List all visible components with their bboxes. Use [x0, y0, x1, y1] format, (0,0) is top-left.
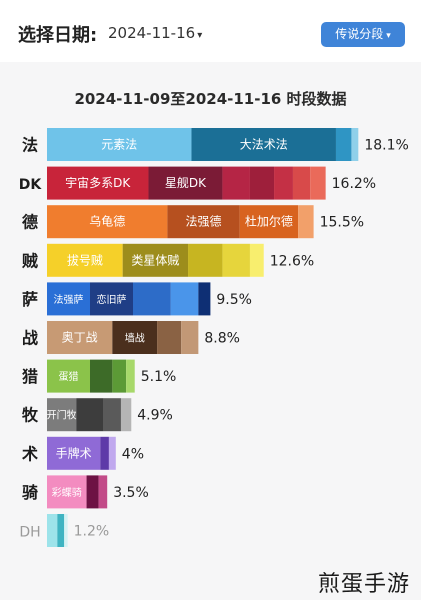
- bar-segment: [47, 359, 90, 393]
- bar-segment: [100, 436, 109, 470]
- category-label: 猎: [22, 367, 38, 386]
- bar-segment: [170, 282, 199, 316]
- bar-segment: [47, 128, 192, 161]
- bar-segment: [239, 205, 299, 239]
- bar-segment: [47, 436, 101, 470]
- bar-segment: [47, 321, 113, 354]
- segment-label: 乌龟德: [89, 214, 125, 229]
- bar-segment: [47, 166, 149, 200]
- bar-segment: [112, 321, 158, 354]
- segment-label: 拔号贼: [67, 252, 103, 267]
- bar-segment: [47, 398, 77, 432]
- bar-segment: [112, 359, 127, 393]
- total-label: 1.2%: [74, 524, 110, 540]
- bar-segment: [222, 243, 250, 277]
- bar-segment: [86, 475, 99, 509]
- caret-down-icon[interactable]: ▾: [386, 31, 391, 41]
- bar-segment: [249, 166, 275, 200]
- category-label: DH: [19, 525, 40, 541]
- bar-segment: [98, 475, 108, 509]
- date-label: 选择日期:: [18, 25, 98, 46]
- total-label: 12.6%: [270, 253, 314, 269]
- bar-segment: [90, 282, 133, 316]
- bar-segment: [57, 514, 65, 547]
- bar-segment: [167, 205, 240, 239]
- bar-segment: [222, 166, 250, 200]
- bar-segment: [122, 243, 189, 277]
- segment-label: 奥丁战: [62, 331, 98, 345]
- segment-label: 彩蝶骑: [52, 486, 82, 499]
- segment-label: 墙战: [125, 332, 145, 345]
- total-label: 5.1%: [141, 369, 177, 385]
- bar-segment: [76, 398, 104, 432]
- bar-segment: [274, 166, 293, 200]
- bar-segment: [47, 475, 87, 509]
- category-label: 萨: [22, 290, 38, 309]
- watermark: 煎蛋手游: [318, 572, 411, 597]
- total-label: 9.5%: [216, 292, 252, 308]
- segment-label: 法强萨: [54, 293, 84, 306]
- chart-title: 2024-11-09至2024-11-16 时段数据: [74, 90, 347, 108]
- category-label: 战: [22, 329, 38, 348]
- category-label: 贼: [21, 251, 38, 270]
- bar-segment: [335, 128, 352, 161]
- segment-label: 类星体贼: [131, 252, 179, 267]
- category-label: 骑: [22, 483, 38, 502]
- segment-button-label[interactable]: 传说分段: [335, 27, 384, 41]
- segment-label: 恋旧萨: [97, 293, 127, 306]
- segment-label: 宇宙多系DK: [65, 175, 131, 190]
- category-label: 术: [21, 444, 38, 463]
- total-label: 16.2%: [332, 176, 376, 192]
- category-label: DK: [19, 177, 43, 193]
- bar-segment: [47, 243, 123, 277]
- bar-segment: [126, 359, 135, 393]
- bar-segment: [148, 166, 223, 200]
- caret-down-icon[interactable]: ▾: [197, 30, 203, 41]
- bar-segment: [47, 282, 90, 316]
- bar-segment: [191, 128, 336, 161]
- bar-segment: [90, 359, 113, 393]
- total-label: 4%: [122, 446, 144, 462]
- bar-segment: [181, 321, 199, 354]
- segment-label: 蛋猎: [59, 370, 79, 383]
- total-label: 3.5%: [113, 485, 149, 501]
- bar-segment: [188, 243, 223, 277]
- total-label: 8.8%: [204, 331, 240, 347]
- segment-label: 法强德: [186, 214, 222, 229]
- segment-label: 元素法: [101, 138, 137, 152]
- date-value[interactable]: 2024-11-16: [108, 24, 196, 42]
- date-picker[interactable]: 2024-11-16 ▾: [108, 24, 202, 42]
- bar-segment: [103, 398, 121, 432]
- category-label: 法: [22, 136, 38, 155]
- segment-dropdown-button[interactable]: 传说分段 ▾: [321, 22, 405, 47]
- bar-segment: [310, 166, 326, 200]
- bar-segment: [47, 514, 58, 547]
- category-label: 德: [22, 213, 38, 232]
- segment-label: 星舰DK: [165, 176, 207, 190]
- category-label: 牧: [22, 406, 39, 425]
- bar-segment: [157, 321, 182, 354]
- bar-segment: [120, 398, 132, 432]
- bar-segment: [292, 166, 311, 200]
- bar-segment: [64, 514, 68, 547]
- segment-label: 杜加尔德: [245, 214, 293, 229]
- bar-segment: [47, 205, 168, 239]
- total-label: 4.9%: [137, 408, 173, 424]
- segment-label: 开门牧: [47, 409, 77, 422]
- bar-segment: [108, 436, 116, 470]
- bar-segment: [298, 205, 314, 239]
- bar-segment: [249, 243, 264, 277]
- bar-segment: [133, 282, 171, 316]
- bar-segment: [351, 128, 359, 161]
- total-label: 15.5%: [320, 215, 364, 231]
- segment-label: 手牌术: [56, 446, 92, 460]
- header-bar: 选择日期: 2024-11-16 ▾ 传说分段 ▾: [0, 0, 421, 62]
- bar-segment: [198, 282, 211, 316]
- total-label: 18.1%: [364, 138, 408, 154]
- segment-label: 大法术法: [240, 138, 288, 152]
